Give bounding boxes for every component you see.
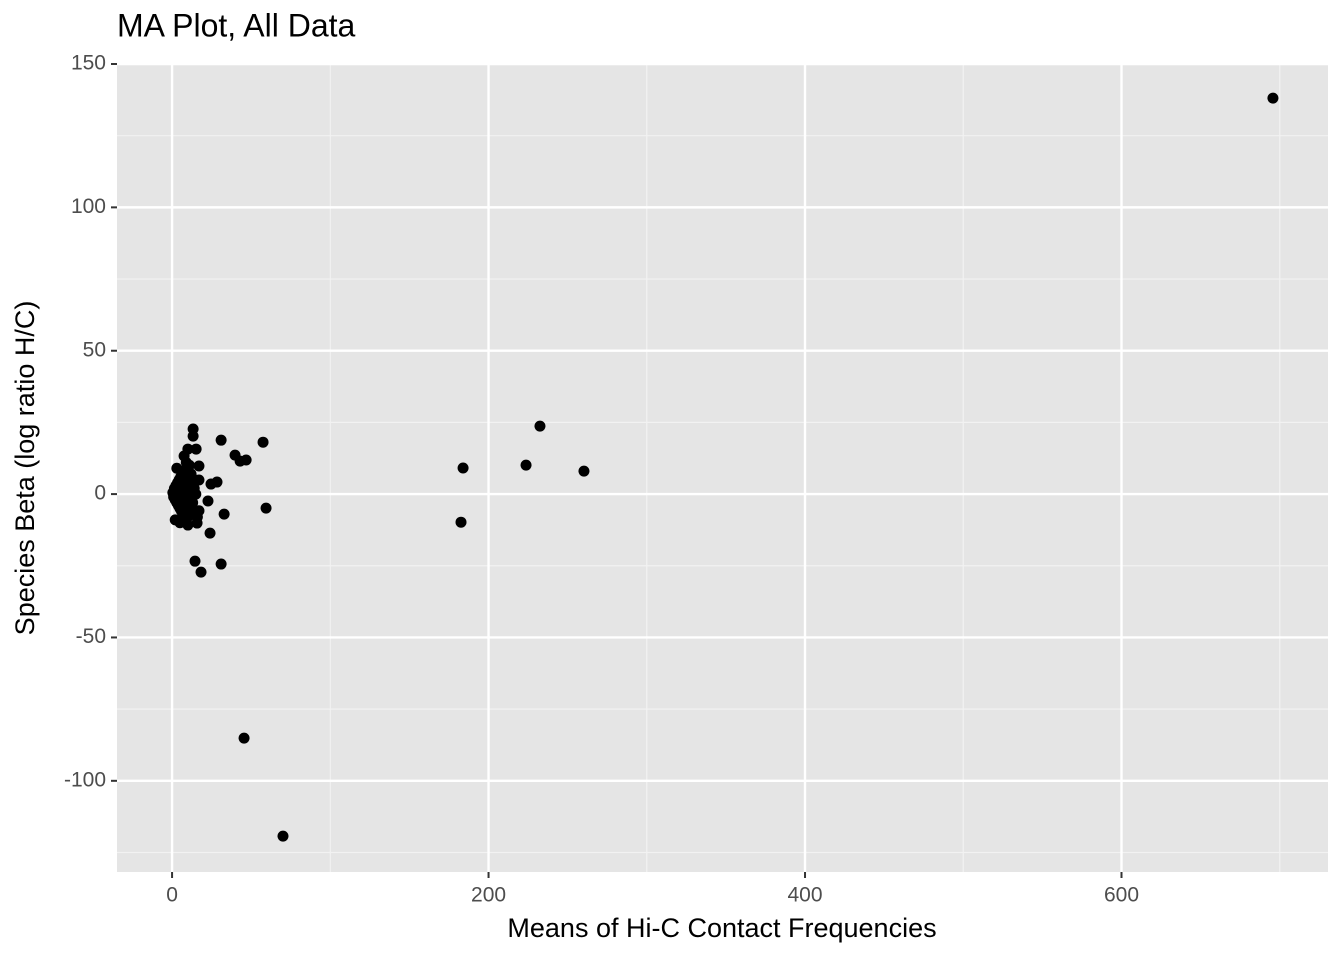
point xyxy=(457,462,469,474)
point xyxy=(195,566,207,578)
y-tick-label: 100 xyxy=(71,195,106,218)
y-axis-title: Species Beta (log ratio H/C) xyxy=(10,301,40,636)
point xyxy=(215,434,227,446)
y-tick-label: 50 xyxy=(83,338,106,361)
point xyxy=(260,502,272,514)
point xyxy=(185,471,197,483)
point xyxy=(218,508,230,520)
x-tick-label: 600 xyxy=(1104,884,1139,907)
point xyxy=(240,454,252,466)
point xyxy=(277,830,289,842)
point xyxy=(176,500,188,512)
x-tick-label: 200 xyxy=(471,884,506,907)
point xyxy=(190,443,202,455)
point xyxy=(189,555,201,567)
point xyxy=(238,732,250,744)
point xyxy=(520,459,532,471)
point xyxy=(187,430,199,442)
point xyxy=(193,460,205,472)
point xyxy=(215,558,227,570)
y-tick-label: 0 xyxy=(94,482,106,505)
point xyxy=(204,527,216,539)
point xyxy=(188,482,200,494)
chart-title: MA Plot, All Data xyxy=(117,7,356,43)
x-axis-title: Means of Hi-C Contact Frequencies xyxy=(507,913,936,943)
point xyxy=(257,436,269,448)
point xyxy=(1267,92,1279,104)
point xyxy=(455,516,467,528)
point xyxy=(205,478,217,490)
point xyxy=(578,465,590,477)
point xyxy=(202,495,214,507)
point xyxy=(183,459,195,471)
x-tick-label: 400 xyxy=(787,884,822,907)
y-tick-label: -50 xyxy=(76,625,106,648)
point xyxy=(182,511,194,523)
point xyxy=(534,420,546,432)
panel xyxy=(117,64,1328,872)
y-tick-label: -100 xyxy=(64,768,106,791)
y-tick-label: 150 xyxy=(71,52,106,75)
point xyxy=(176,488,188,500)
x-tick-label: 0 xyxy=(166,884,178,907)
